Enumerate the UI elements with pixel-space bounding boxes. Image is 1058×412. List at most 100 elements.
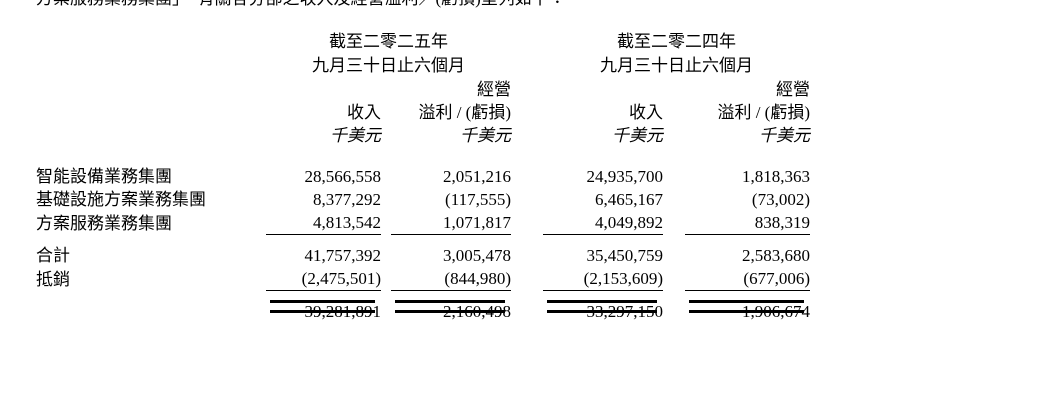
cell-revenue-2025: 41,757,392 (304, 246, 382, 265)
header-spacer (36, 54, 251, 78)
header-spacer (36, 124, 251, 147)
spacer-cell (381, 291, 391, 301)
period-header-2024-line2: 九月三十日止六個月 (600, 56, 753, 75)
row-label: 智能設備業務集團 (36, 167, 172, 186)
row-spacer (251, 267, 266, 291)
spacer-cell (251, 235, 266, 245)
header-spacer (543, 78, 663, 101)
row-spacer (251, 188, 266, 211)
operating-label-row: 經營 經營 (36, 78, 810, 101)
table-row: 基礎設施方案業務集團 8,377,292 (117,555) 6,465,167… (36, 188, 810, 211)
cell-revenue-2025: (2,475,501) (301, 269, 381, 288)
period-header-2024-line1: 截至二零二四年 (617, 32, 736, 51)
row-label-total: 合計 (36, 246, 70, 265)
row-spacer (381, 300, 391, 323)
table-row-total: 合計 41,757,392 3,005,478 35,450,759 2,583… (36, 244, 810, 267)
grand-total-rule-row (36, 290, 810, 301)
double-underline-profit-2025 (395, 300, 505, 313)
cell-revenue-2025: 39,281,891 (266, 300, 381, 323)
spacer-cell (36, 235, 251, 245)
cell-revenue-2024: (2,153,609) (583, 269, 663, 288)
header-spacer (36, 30, 251, 54)
row-spacer (381, 188, 391, 211)
revenue-header-2025: 收入 (347, 103, 381, 122)
row-spacer (511, 300, 543, 323)
row-spacer (511, 267, 543, 291)
spacer-cell (663, 235, 685, 245)
row-spacer (381, 211, 391, 235)
spacer-cell (36, 291, 251, 301)
row-spacer (511, 244, 543, 267)
cell-profit-2024: 838,319 (754, 213, 810, 232)
spacer-cell (511, 291, 543, 301)
intro-paragraph: 方案服務業務集團」。有關各分部之收入及經營溢利／(虧損)呈列如下： (36, 0, 1036, 9)
revenue-header-2024: 收入 (629, 103, 663, 122)
double-underline-revenue-2024 (547, 300, 657, 313)
header-spacer (511, 54, 543, 78)
row-spacer (251, 300, 266, 323)
unit-revenue-2024: 千美元 (612, 126, 663, 145)
segment-report-table: 截至二零二五年 截至二零二四年 九月三十日止六個月 九月三十日止六個月 經營 經… (36, 30, 810, 323)
header-spacer (251, 124, 266, 147)
cell-profit-2025: (117,555) (445, 190, 511, 209)
cell-profit-2025: 3,005,478 (443, 246, 511, 265)
subtotal-rule-row (36, 234, 810, 245)
row-spacer (381, 267, 391, 291)
column-rule-profit-2025 (391, 234, 511, 244)
header-spacer (251, 78, 266, 101)
row-spacer (381, 165, 391, 188)
cell-profit-2024: 1,818,363 (742, 167, 810, 186)
cell-revenue-2025: 4,813,542 (313, 213, 381, 232)
operating-label-2024: 經營 (776, 80, 810, 99)
cell-revenue-2024: 35,450,759 (586, 246, 664, 265)
row-spacer (663, 211, 685, 235)
spacer-cell (663, 291, 685, 301)
header-spacer (381, 78, 391, 101)
column-rule-profit-2025 (391, 290, 511, 300)
row-spacer (381, 244, 391, 267)
unit-header-row: 千美元 千美元 千美元 千美元 (36, 124, 810, 147)
header-spacer (36, 101, 251, 124)
row-spacer (663, 267, 685, 291)
operating-label-2025: 經營 (477, 80, 511, 99)
period-header-row-2: 九月三十日止六個月 九月三十日止六個月 (36, 54, 810, 78)
row-label-grand-total (36, 300, 251, 323)
header-body-spacer (36, 147, 810, 165)
profit-header-2025: 溢利 / (虧損) (418, 103, 511, 122)
header-spacer (663, 124, 685, 147)
table-row: 智能設備業務集團 28,566,558 2,051,216 24,935,700… (36, 165, 810, 188)
cell-profit-2024: (677,006) (743, 269, 810, 288)
double-underline-revenue-2025 (270, 300, 375, 313)
row-spacer (663, 244, 685, 267)
double-underline-profit-2024 (689, 300, 804, 313)
cell-revenue-2025: 8,377,292 (313, 190, 381, 209)
spacer-cell (251, 291, 266, 301)
header-spacer (251, 30, 266, 54)
header-spacer (511, 78, 543, 101)
cell-profit-2024: 1,906,674 (685, 300, 810, 323)
row-label-elimination: 抵銷 (36, 269, 70, 289)
header-spacer (36, 78, 251, 101)
row-spacer (251, 244, 266, 267)
table-row-grand-total: 39,281,891 2,160,498 33,297,150 1,906,67… (36, 300, 810, 323)
cell-revenue-2025: 28,566,558 (304, 167, 382, 186)
spacer-cell (36, 147, 810, 165)
cell-profit-2025: 2,051,216 (443, 167, 511, 186)
unit-profit-2024: 千美元 (759, 126, 810, 145)
row-spacer (663, 165, 685, 188)
cell-profit-2025: 2,160,498 (391, 300, 511, 323)
table-row: 方案服務業務集團 4,813,542 1,071,817 4,049,892 8… (36, 211, 810, 235)
cell-revenue-2024: 6,465,167 (595, 190, 663, 209)
period-header-2025-line2: 九月三十日止六個月 (312, 56, 465, 75)
column-rule-profit-2024 (685, 234, 810, 244)
row-spacer (251, 211, 266, 235)
cell-profit-2025: 1,071,817 (443, 213, 511, 232)
table-row-elimination: 抵銷 (2,475,501) (844,980) (2,153,609) (67… (36, 267, 810, 291)
column-rule-revenue-2025 (266, 234, 381, 244)
unit-profit-2025: 千美元 (460, 126, 511, 145)
cell-profit-2024: 2,583,680 (742, 246, 810, 265)
header-spacer (663, 78, 685, 101)
unit-revenue-2025: 千美元 (330, 126, 381, 145)
header-spacer (381, 101, 391, 124)
